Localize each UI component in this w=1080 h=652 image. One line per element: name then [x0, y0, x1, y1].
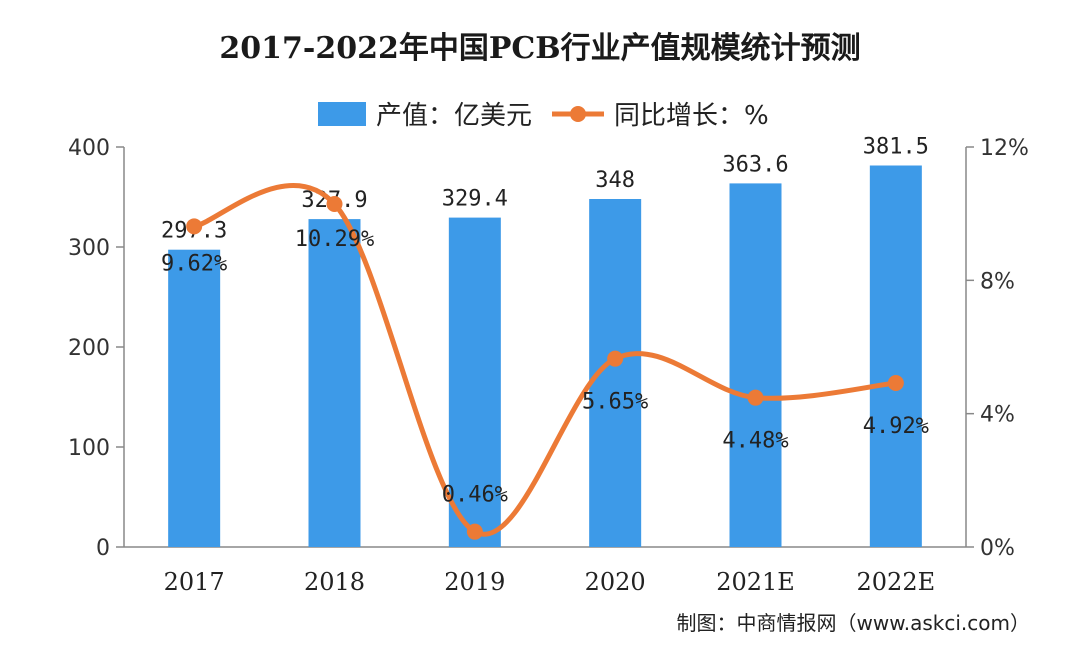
category-label-2022E: 2022E: [857, 568, 936, 596]
right-tick-label: 12%: [980, 136, 1029, 161]
bar-2021E: [729, 183, 782, 547]
growth-point-2020: [607, 350, 624, 367]
bar-label-2021E: 363.6: [722, 152, 788, 177]
growth-label-2019: 0.46%: [442, 483, 508, 508]
growth-label-2018: 10.29%: [295, 227, 374, 252]
right-tick-label: 8%: [980, 269, 1015, 294]
bar-series: [168, 165, 922, 547]
category-label-2021E: 2021E: [716, 568, 795, 596]
legend-bar-label: 产值：亿美元: [376, 101, 532, 131]
growth-label-2017: 9.62%: [161, 251, 227, 276]
left-tick-label: 300: [68, 236, 110, 261]
bar-label-2020: 348: [595, 168, 635, 193]
growth-line-series: [186, 183, 904, 540]
growth-label-2022E: 4.92%: [863, 414, 929, 439]
growth-value-labels: 9.62% 10.29% 0.46% 5.65% 4.48% 4.92%: [161, 227, 929, 508]
left-tick-label: 100: [68, 436, 110, 461]
growth-point-2022E: [887, 375, 904, 391]
category-axis-labels: 2017 2018 2019 2020 2021E 2022E: [164, 568, 936, 596]
growth-label-2021E: 4.48%: [722, 429, 788, 454]
category-label-2017: 2017: [164, 568, 225, 596]
growth-point-2021E: [747, 389, 764, 406]
growth-label-2020: 5.65%: [582, 390, 648, 415]
category-label-2020: 2020: [585, 568, 646, 596]
right-axis-ticks: 0% 4% 8% 12%: [966, 136, 1029, 561]
legend-line-label: 同比增长：%: [614, 101, 769, 131]
bar-2022E: [869, 165, 922, 547]
legend-line-marker: [570, 106, 586, 122]
bar-label-2022E: 381.5: [863, 135, 929, 160]
source-note: 制图：中商情报网（www.askci.com）: [677, 611, 1030, 635]
left-tick-label: 200: [68, 336, 110, 361]
growth-point-2019: [466, 523, 483, 540]
right-tick-label: 0%: [980, 536, 1015, 561]
left-tick-label: 0: [96, 536, 110, 561]
category-label-2019: 2019: [444, 568, 505, 596]
axes: [123, 147, 967, 548]
chart-title: 2017-2022年中国PCB行业产值规模统计预测: [219, 31, 860, 66]
bar-label-2019: 329.4: [442, 187, 508, 212]
left-axis-ticks: 0 100 200 300 400: [68, 136, 124, 561]
bar-2019: [448, 217, 501, 547]
growth-point-2017: [186, 218, 203, 235]
legend-bar-swatch: [318, 102, 366, 126]
bar-2018: [308, 219, 361, 547]
left-tick-label: 400: [68, 136, 110, 161]
legend: 产值：亿美元 同比增长：%: [318, 101, 769, 131]
bar-2017: [168, 249, 221, 547]
category-label-2018: 2018: [304, 568, 365, 596]
right-tick-label: 4%: [980, 403, 1015, 428]
growth-point-2018: [326, 196, 343, 212]
